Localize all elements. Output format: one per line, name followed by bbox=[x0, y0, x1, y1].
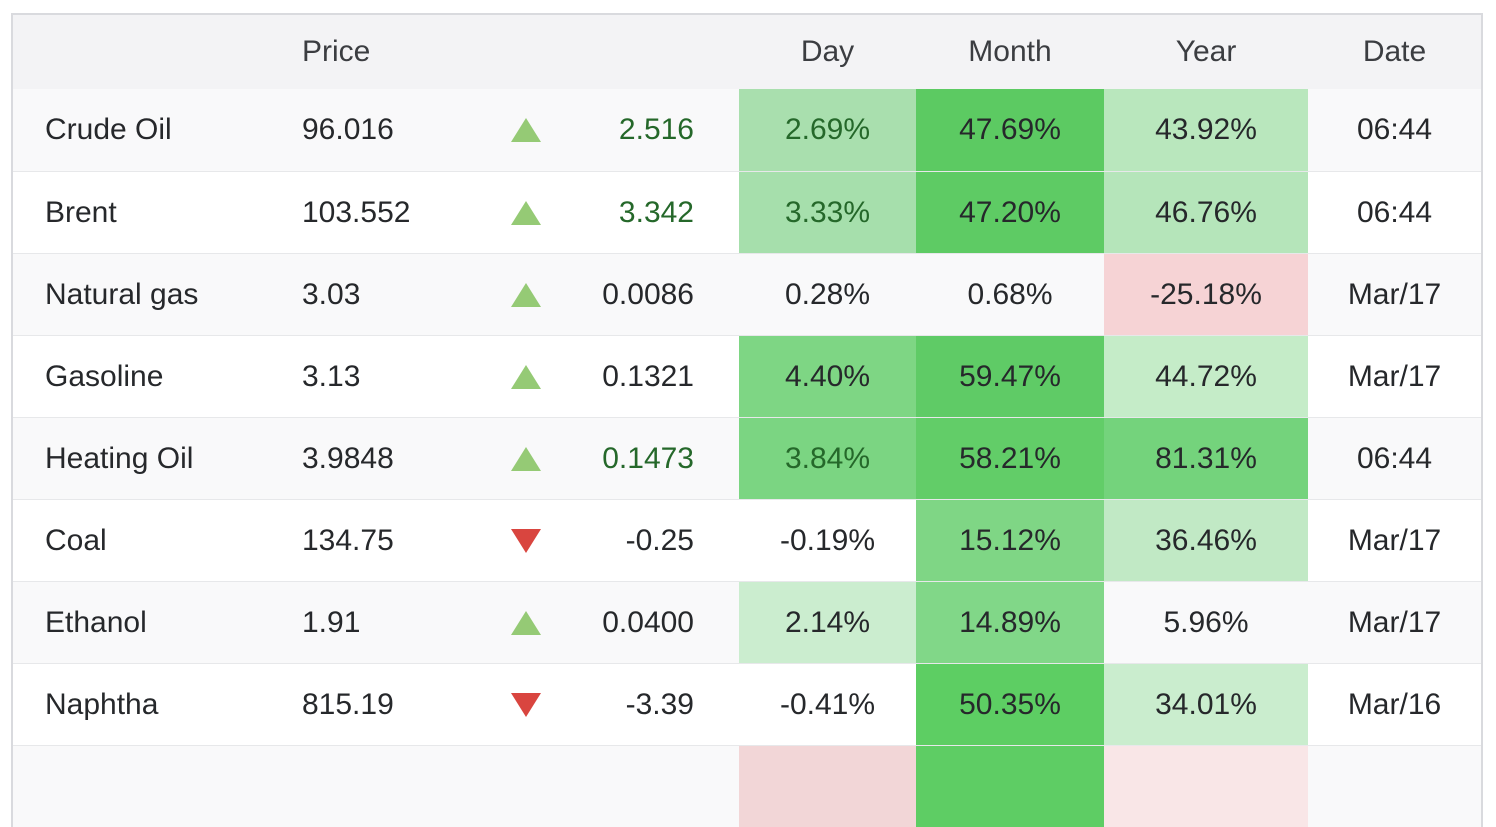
year-percent-cell: 36.46% bbox=[1104, 500, 1308, 581]
commodity-name-link[interactable]: Ethanol bbox=[45, 605, 147, 639]
commodity-name-link[interactable]: Coal bbox=[45, 523, 107, 557]
date-value: 06:44 bbox=[1356, 113, 1433, 146]
price-value: 103.552 bbox=[302, 195, 411, 229]
table-row: Brent 103.552 3.342 3.33% 47.20% 46.76% … bbox=[13, 171, 1481, 253]
header-commodity bbox=[13, 15, 279, 89]
direction-cell bbox=[451, 500, 601, 581]
direction-cell bbox=[451, 418, 601, 499]
direction-cell bbox=[451, 254, 601, 335]
change-value: 3.342 bbox=[618, 195, 694, 229]
date-value: 06:44 bbox=[1356, 441, 1433, 475]
month-percent-cell: 59.47% bbox=[916, 336, 1104, 417]
commodity-name-link[interactable]: Natural gas bbox=[45, 277, 199, 311]
commodity-name-link[interactable]: Naphtha bbox=[45, 687, 159, 721]
header-month: Month bbox=[968, 35, 1052, 68]
date-value: Mar/16 bbox=[1347, 687, 1442, 721]
day-percent-cell: 3.84% bbox=[739, 418, 916, 499]
change-value: 0.0400 bbox=[602, 605, 694, 639]
month-percent-cell: 47.69% bbox=[916, 89, 1104, 171]
day-percent-cell: -0.41% bbox=[779, 687, 876, 721]
table-row bbox=[13, 745, 1481, 827]
month-percent-cell bbox=[916, 746, 1104, 827]
change-value: 0.0086 bbox=[602, 277, 694, 311]
table-row: Ethanol 1.91 0.0400 2.14% 14.89% 5.96% M… bbox=[13, 581, 1481, 663]
up-arrow-icon bbox=[511, 446, 541, 471]
header-year: Year bbox=[1175, 35, 1237, 68]
direction-cell bbox=[451, 582, 601, 663]
table-row: Natural gas 3.03 0.0086 0.28% 0.68% -25.… bbox=[13, 253, 1481, 335]
commodity-name-link[interactable]: Gasoline bbox=[45, 359, 164, 393]
direction-cell bbox=[451, 336, 601, 417]
day-percent-cell: 3.33% bbox=[739, 172, 916, 253]
year-percent-cell: 34.01% bbox=[1104, 664, 1308, 745]
month-percent-cell: 47.20% bbox=[916, 172, 1104, 253]
date-value: Mar/17 bbox=[1347, 523, 1442, 557]
change-value: -3.39 bbox=[625, 687, 694, 721]
date-value: Mar/17 bbox=[1347, 277, 1442, 311]
date-value bbox=[1308, 746, 1481, 827]
year-percent-cell: 81.31% bbox=[1104, 418, 1308, 499]
day-percent-cell: 2.14% bbox=[739, 582, 916, 663]
change-value: -0.25 bbox=[625, 523, 694, 557]
header-day: Day bbox=[800, 35, 855, 68]
header-change bbox=[601, 15, 739, 89]
day-percent-cell bbox=[739, 746, 916, 827]
up-arrow-icon bbox=[511, 118, 541, 142]
down-arrow-icon bbox=[511, 692, 541, 717]
year-percent-cell: 5.96% bbox=[1163, 605, 1249, 639]
change-value: 0.1473 bbox=[602, 441, 694, 475]
table-row: Gasoline 3.13 0.1321 4.40% 59.47% 44.72%… bbox=[13, 335, 1481, 417]
date-value: Mar/17 bbox=[1347, 359, 1442, 393]
table-header-row: Price Day Month Year Date bbox=[13, 15, 1481, 89]
commodity-name-link[interactable]: Crude Oil bbox=[45, 113, 172, 146]
price-value: 96.016 bbox=[302, 113, 394, 146]
year-percent-cell: -25.18% bbox=[1104, 254, 1308, 335]
commodity-name-link[interactable]: Heating Oil bbox=[45, 441, 194, 475]
price-value: 3.03 bbox=[302, 277, 361, 311]
price-value: 134.75 bbox=[302, 523, 394, 557]
month-percent-cell: 50.35% bbox=[916, 664, 1104, 745]
date-value: Mar/17 bbox=[1347, 605, 1442, 639]
change-value: 0.1321 bbox=[602, 359, 694, 393]
day-percent-cell: 4.40% bbox=[739, 336, 916, 417]
up-arrow-icon bbox=[511, 282, 541, 307]
change-value: 2.516 bbox=[618, 113, 694, 146]
year-percent-cell: 44.72% bbox=[1104, 336, 1308, 417]
price-value: 1.91 bbox=[302, 605, 361, 639]
header-direction bbox=[451, 15, 601, 89]
month-percent-cell: 15.12% bbox=[916, 500, 1104, 581]
year-percent-cell: 43.92% bbox=[1104, 89, 1308, 171]
change-value bbox=[601, 746, 739, 827]
day-percent-cell: -0.19% bbox=[779, 523, 876, 557]
price-value bbox=[279, 746, 451, 827]
day-percent-cell: 2.69% bbox=[739, 89, 916, 171]
table-row: Coal 134.75 -0.25 -0.19% 15.12% 36.46% M… bbox=[13, 499, 1481, 581]
up-arrow-icon bbox=[511, 200, 541, 225]
month-percent-cell: 58.21% bbox=[916, 418, 1104, 499]
direction-cell bbox=[451, 664, 601, 745]
commodity-name-link[interactable]: Brent bbox=[45, 195, 117, 229]
price-value: 815.19 bbox=[302, 687, 394, 721]
header-price: Price bbox=[302, 35, 371, 68]
up-arrow-icon bbox=[511, 610, 541, 635]
month-percent-cell: 14.89% bbox=[916, 582, 1104, 663]
commodities-table: Price Day Month Year Date Crude Oil 96.0… bbox=[11, 13, 1483, 827]
header-date: Date bbox=[1362, 35, 1427, 68]
direction-cell bbox=[451, 89, 601, 171]
direction-cell bbox=[451, 172, 601, 253]
down-arrow-icon bbox=[511, 528, 541, 553]
price-value: 3.13 bbox=[302, 359, 361, 393]
up-arrow-icon bbox=[511, 364, 541, 389]
table-row: Naphtha 815.19 -3.39 -0.41% 50.35% 34.01… bbox=[13, 663, 1481, 745]
month-percent-cell: 0.68% bbox=[967, 277, 1053, 311]
direction-cell bbox=[451, 746, 601, 827]
date-value: 06:44 bbox=[1356, 195, 1433, 229]
year-percent-cell: 46.76% bbox=[1104, 172, 1308, 253]
commodity-name-link[interactable] bbox=[13, 746, 279, 827]
price-value: 3.9848 bbox=[302, 441, 394, 475]
year-percent-cell bbox=[1104, 746, 1308, 827]
table-row: Heating Oil 3.9848 0.1473 3.84% 58.21% 8… bbox=[13, 417, 1481, 499]
table-row: Crude Oil 96.016 2.516 2.69% 47.69% 43.9… bbox=[13, 89, 1481, 171]
day-percent-cell: 0.28% bbox=[784, 277, 871, 311]
